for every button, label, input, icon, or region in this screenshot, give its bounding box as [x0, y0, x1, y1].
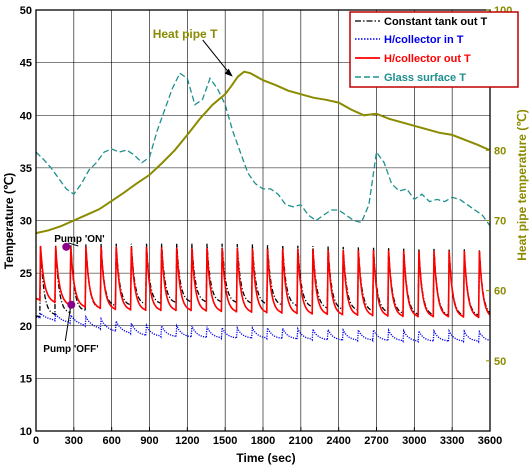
y-left-tick-label: 40 — [20, 110, 32, 122]
annotation-pump-off: Pump 'OFF' — [43, 344, 98, 355]
y-right-tick-label: 70 — [494, 216, 506, 228]
series-line-constant-tank-out-t — [35, 243, 491, 319]
x-tick-label: 2100 — [289, 435, 313, 447]
x-tick-label: 300 — [65, 435, 83, 447]
y-left-tick-label: 50 — [20, 5, 32, 17]
marker-pump-on — [62, 242, 71, 251]
y-right-tick-label: 80 — [494, 145, 506, 157]
annotations: Heat pipe T Pump 'ON' Pump 'OFF' — [43, 27, 233, 355]
annotation-heat-pipe: Heat pipe T — [153, 27, 218, 41]
legend: Constant tank out T H/collector in T H/c… — [349, 11, 519, 88]
x-tick-label: 1800 — [251, 435, 275, 447]
x-tick-label: 1200 — [175, 435, 199, 447]
y-right-tick-label: 60 — [494, 286, 506, 298]
y-left-tick-label: 45 — [20, 58, 32, 70]
annotation-arrowhead-heat-pipe — [224, 68, 233, 77]
legend-label-collector-out: H/collector out T — [384, 53, 471, 65]
series-line-heat-pipe-t — [35, 70, 491, 235]
annotation-arrow-pump-on — [68, 242, 79, 247]
annotation-pump-on: Pump 'ON' — [54, 234, 104, 245]
legend-label-constant-tank-out: Constant tank out T — [384, 16, 488, 28]
x-tick-label: 1500 — [213, 435, 237, 447]
series-line-h-collector-in-t — [35, 312, 491, 344]
y-left-tick-label: 10 — [20, 426, 32, 438]
x-tick-label: 900 — [140, 435, 158, 447]
x-tick-label: 600 — [102, 435, 120, 447]
y-left-tick-label: 15 — [20, 373, 32, 385]
x-tick-label: 3600 — [478, 435, 502, 447]
x-tick-label: 2700 — [364, 435, 388, 447]
series-layer — [35, 70, 491, 344]
x-tick-label: 3000 — [402, 435, 426, 447]
y-left-axis-ticks: 10 15 20 25 30 35 40 45 50 — [20, 5, 32, 438]
y-left-tick-label: 35 — [20, 163, 32, 175]
annotation-arrow-heat-pipe — [202, 39, 231, 74]
x-tick-label: 2400 — [326, 435, 350, 447]
x-axis-ticks: 0 300 600 900 1200 1500 1800 2100 2400 2700 3000 33… — [33, 427, 502, 447]
marker-pump-off — [67, 300, 76, 309]
x-axis-label: Time (sec) — [236, 451, 295, 465]
legend-label-glass-surface: Glass surface T — [384, 72, 466, 84]
series-line-glass-surface-t — [35, 72, 491, 227]
x-tick-label: 0 — [33, 435, 39, 447]
y-left-tick-label: 20 — [20, 321, 32, 333]
series-line-h-collector-out-t — [35, 245, 491, 319]
y-left-tick-label: 30 — [20, 216, 32, 228]
y-right-tick-label: 50 — [494, 356, 506, 368]
y-left-tick-label: 25 — [20, 268, 32, 280]
y-left-axis-label: Temperature (℃) — [2, 173, 16, 270]
x-tick-label: 3300 — [440, 435, 464, 447]
y-right-axis-label: Heat pipe temperature (℃) — [515, 109, 529, 261]
annotation-arrow-pump-off — [64, 308, 71, 342]
legend-label-collector-in: H/collector in T — [384, 34, 464, 46]
legend-box — [349, 11, 519, 88]
